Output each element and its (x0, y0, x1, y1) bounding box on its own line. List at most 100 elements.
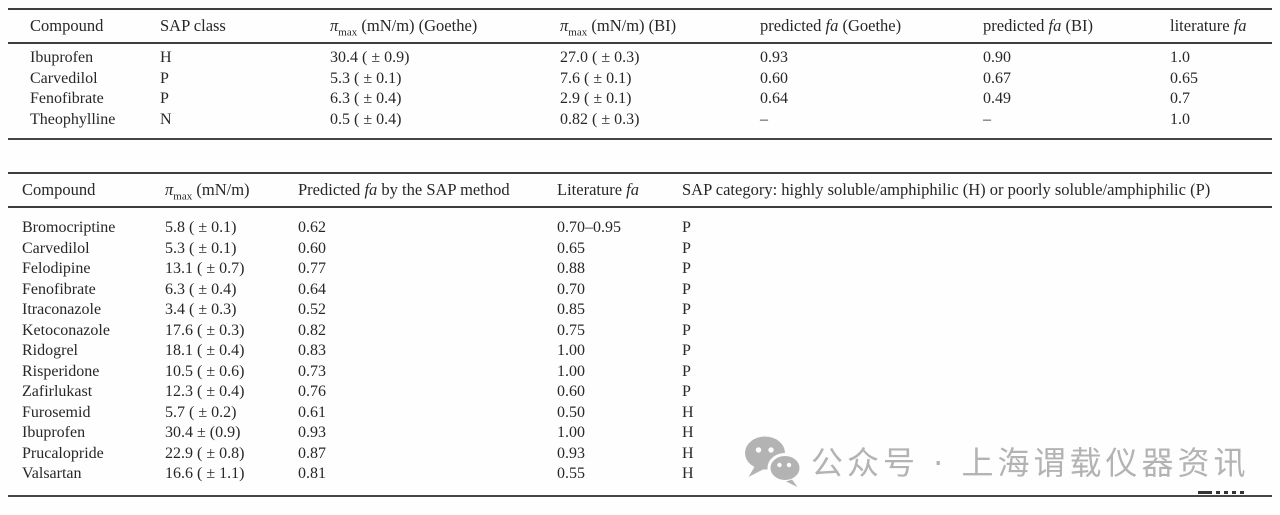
header-text: (mN/m) (BI) (587, 16, 677, 35)
header-text: predicted (760, 16, 826, 35)
table1-header-pimax-bi: πmax (mN/m) (BI) (560, 16, 760, 39)
cell-pimax: 6.3 ( ± 0.4) (165, 280, 237, 298)
cell-compound: Itraconazole (22, 301, 102, 319)
cell-compound: Prucalopride (22, 444, 104, 462)
cell-predicted-fa-bi: 0.67 (983, 69, 1011, 87)
cell-predicted-fa: 0.87 (298, 444, 326, 462)
cell-pimax: 13.1 ( ± 0.7) (165, 260, 245, 278)
cell-literature-fa: 1.00 (557, 362, 585, 380)
table1-header-predicted-fa-goethe: predicted fa (Goethe) (760, 16, 983, 36)
table2-header-predicted-fa: Predicted fa by the SAP method (298, 180, 557, 200)
cell-pimax-goethe: 5.3 ( ± 0.1) (330, 69, 402, 87)
table1-header-literature-fa: literature fa (1170, 16, 1272, 36)
dot-mark (1232, 491, 1236, 494)
cell-predicted-fa: 0.62 (298, 219, 326, 237)
cell-pimax: 12.3 ( ± 0.4) (165, 383, 245, 401)
cell-predicted-fa-bi: – (983, 110, 991, 128)
cell-compound: Fenofibrate (30, 90, 104, 108)
table-row: Bromocriptine 5.8 ( ± 0.1) 0.62 0.70–0.9… (8, 218, 1272, 239)
cell-literature-fa: 0.93 (557, 444, 585, 462)
subscript-max: max (173, 190, 193, 203)
cell-sap-class: P (160, 69, 169, 87)
cell-literature-fa: 1.00 (557, 424, 585, 442)
cell-literature-fa: 1.00 (557, 342, 585, 360)
cell-compound: Carvedilol (30, 69, 98, 87)
cell-compound: Ibuprofen (22, 424, 86, 442)
table1-header-row: Compound SAP class πmax (mN/m) (Goethe) … (8, 10, 1272, 44)
cell-compound: Ibuprofen (30, 49, 94, 67)
cell-literature-fa: 1.0 (1170, 49, 1190, 67)
header-text: (Goethe) (838, 16, 902, 35)
cell-compound: Risperidone (22, 362, 100, 380)
table1-header-predicted-fa-bi: predicted fa (BI) (983, 16, 1170, 36)
cell-predicted-fa: 0.61 (298, 403, 326, 421)
table2-body: Bromocriptine 5.8 ( ± 0.1) 0.62 0.70–0.9… (8, 208, 1272, 495)
dot-mark (1216, 491, 1220, 494)
cell-sap-category: H (682, 444, 694, 462)
table-row: Fenofibrate P 6.3 ( ± 0.4) 2.9 ( ± 0.1) … (8, 89, 1272, 110)
table-row: Fenofibrate 6.3 ( ± 0.4) 0.64 0.70 P (8, 280, 1272, 301)
cell-sap-category: P (682, 260, 691, 278)
header-text: (BI) (1061, 16, 1093, 35)
cell-pimax: 18.1 ( ± 0.4) (165, 342, 245, 360)
cell-sap-class: H (160, 49, 172, 67)
table2-header-compound: Compound (22, 180, 96, 199)
table-row: Prucalopride 22.9 ( ± 0.8) 0.87 0.93 H (8, 444, 1272, 465)
cell-sap-category: H (682, 403, 694, 421)
table-row: Valsartan 16.6 ( ± 1.1) 0.81 0.55 H (8, 464, 1272, 485)
cell-literature-fa: 0.88 (557, 260, 585, 278)
cell-literature-fa: 0.65 (1170, 69, 1198, 87)
table-row: Carvedilol P 5.3 ( ± 0.1) 7.6 ( ± 0.1) 0… (8, 69, 1272, 90)
header-text: by the SAP method (377, 180, 510, 199)
cell-pimax: 5.3 ( ± 0.1) (165, 239, 237, 257)
cell-pimax: 10.5 ( ± 0.6) (165, 362, 245, 380)
header-text: Predicted (298, 180, 365, 199)
cell-literature-fa: 0.50 (557, 403, 585, 421)
cell-pimax: 22.9 ( ± 0.8) (165, 444, 245, 462)
cell-pimax: 17.6 ( ± 0.3) (165, 321, 245, 339)
cell-pimax-bi: 27.0 ( ± 0.3) (560, 49, 640, 67)
cell-compound: Fenofibrate (22, 280, 96, 298)
wechat-icon (745, 436, 802, 487)
cell-pimax-bi: 2.9 ( ± 0.1) (560, 90, 632, 108)
cell-predicted-fa-goethe: 0.60 (760, 69, 788, 87)
cell-compound: Zafirlukast (22, 383, 93, 401)
table-row: Ibuprofen H 30.4 ( ± 0.9) 27.0 ( ± 0.3) … (8, 48, 1272, 69)
cell-predicted-fa: 0.77 (298, 260, 326, 278)
table-row: Ridogrel 18.1 ( ± 0.4) 0.83 1.00 P (8, 341, 1272, 362)
cell-pimax: 30.4 ± (0.9) (165, 424, 241, 442)
header-text: literature (1170, 16, 1234, 35)
pi-symbol: π (330, 16, 339, 35)
cell-sap-category: P (682, 362, 691, 380)
cell-predicted-fa: 0.81 (298, 465, 326, 483)
cell-literature-fa: 0.85 (557, 301, 585, 319)
cell-literature-fa: 0.70 (557, 280, 585, 298)
subscript-max: max (568, 26, 588, 39)
cell-sap-category: P (682, 321, 691, 339)
cell-predicted-fa: 0.64 (298, 280, 326, 298)
cell-sap-category: P (682, 383, 691, 401)
table1-header-compound: Compound (30, 16, 104, 35)
cell-predicted-fa: 0.83 (298, 342, 326, 360)
cell-predicted-fa-bi: 0.49 (983, 90, 1011, 108)
cell-pimax: 16.6 ( ± 1.1) (165, 465, 245, 483)
cell-compound: Furosemid (22, 403, 91, 421)
cell-predicted-fa-goethe: 0.93 (760, 49, 788, 67)
table-row: Risperidone 10.5 ( ± 0.6) 0.73 1.00 P (8, 362, 1272, 383)
pi-symbol: π (165, 180, 174, 199)
cell-sap-category: P (682, 280, 691, 298)
table2-header-pimax: πmax (mN/m) (165, 180, 298, 203)
cell-pimax-bi: 7.6 ( ± 0.1) (560, 69, 632, 87)
cell-sap-class: N (160, 110, 172, 128)
header-text: (mN/m) (192, 180, 250, 199)
cell-pimax-goethe: 30.4 ( ± 0.9) (330, 49, 410, 67)
table-row: Ketoconazole 17.6 ( ± 0.3) 0.82 0.75 P (8, 321, 1272, 342)
header-text: Literature (557, 180, 627, 199)
header-text: predicted (983, 16, 1049, 35)
dot-mark (1240, 491, 1244, 494)
cell-literature-fa: 0.75 (557, 321, 585, 339)
table-row: Ibuprofen 30.4 ± (0.9) 0.93 1.00 H (8, 423, 1272, 444)
cell-sap-category: P (682, 219, 691, 237)
cell-compound: Theophylline (30, 110, 116, 128)
cell-predicted-fa: 0.82 (298, 321, 326, 339)
